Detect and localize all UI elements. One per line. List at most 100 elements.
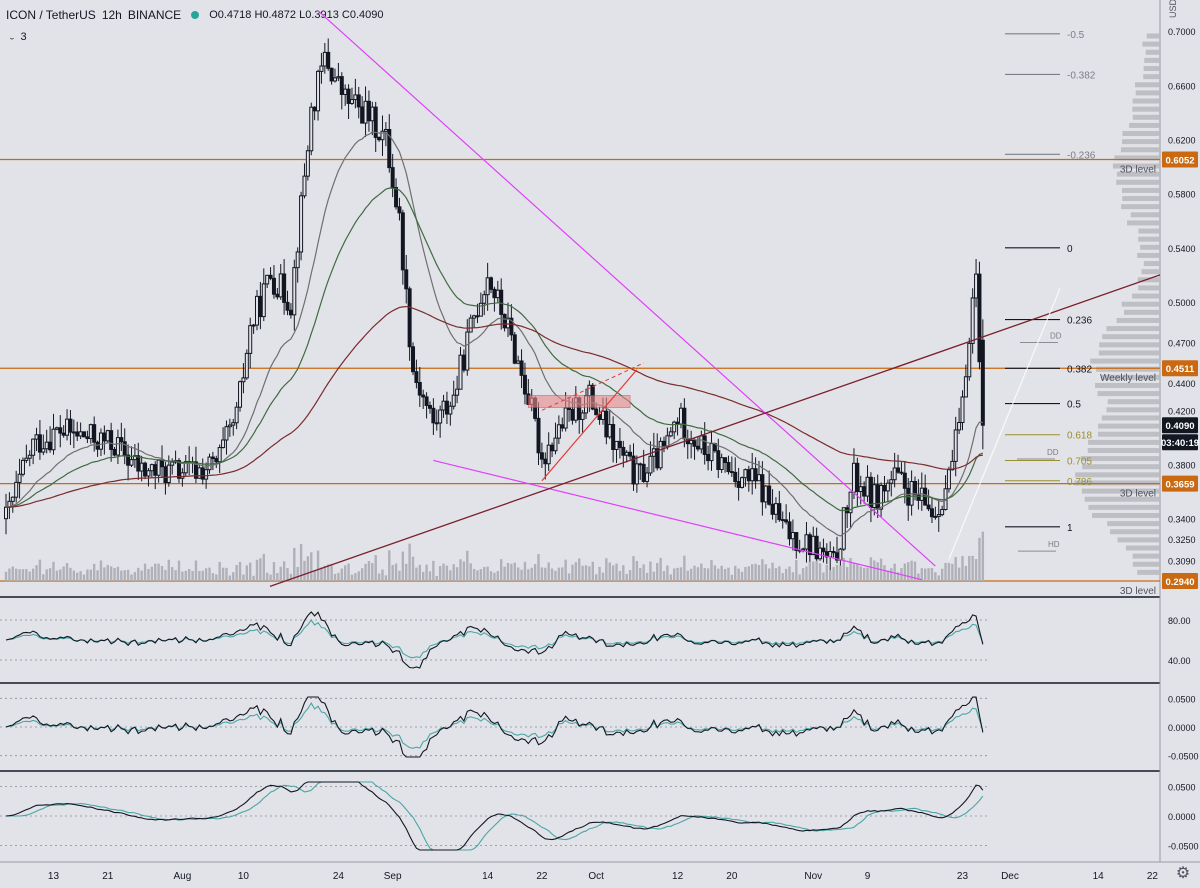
- volume-bar: [42, 574, 45, 581]
- signal-line: [5, 619, 984, 659]
- candle-body: [37, 434, 42, 453]
- volume-bar: [245, 565, 249, 581]
- volume-profile-bar: [1075, 472, 1160, 478]
- candle-body: [183, 461, 188, 474]
- price-tag-label: 0.3659: [1165, 480, 1194, 491]
- volume-profile-bar: [1135, 90, 1160, 96]
- x-tick-label: 13: [48, 871, 60, 882]
- candle-body: [377, 136, 382, 141]
- volume-profile-bar: [1117, 537, 1160, 543]
- volume-profile-bar: [1087, 447, 1160, 453]
- candle-body: [695, 445, 700, 450]
- candle-body: [495, 289, 500, 299]
- y-tick-label: 0.4400: [1168, 379, 1196, 389]
- volume-bar: [69, 567, 72, 581]
- candle-body: [553, 437, 558, 452]
- volume-bar: [795, 559, 798, 581]
- volume-bar: [669, 574, 672, 581]
- volume-profile-bar: [1097, 431, 1160, 437]
- volume-bar: [723, 568, 727, 581]
- volume-bar: [126, 569, 130, 581]
- candle-body: [383, 128, 388, 132]
- volume-bar: [360, 568, 364, 581]
- candle-body: [98, 432, 103, 450]
- y-tick-label: 0.3250: [1168, 535, 1196, 545]
- volume-bar: [367, 561, 371, 581]
- panel-tick-label: -0.0500: [1168, 841, 1199, 851]
- candle-body: [916, 493, 921, 501]
- candle-body: [102, 432, 107, 442]
- volume-bar: [255, 559, 259, 581]
- candle-body: [119, 437, 124, 443]
- indicators-toggle[interactable]: ⌄ 3: [8, 31, 27, 43]
- volume-bar: [160, 566, 164, 581]
- candle-body: [197, 467, 202, 479]
- candle-body: [461, 354, 466, 371]
- volume-bar: [218, 561, 221, 581]
- volume-bar: [371, 562, 374, 581]
- volume-bar: [96, 570, 99, 581]
- candle-body: [726, 462, 731, 473]
- fib-extension-line: [948, 288, 1061, 560]
- volume-bar: [79, 571, 82, 581]
- volume-bar: [432, 560, 435, 581]
- candle-body: [387, 128, 392, 169]
- volume-bar: [520, 569, 523, 581]
- candle-body: [153, 464, 158, 476]
- supply-zone-box: [527, 395, 631, 409]
- volume-bar: [893, 563, 896, 581]
- interval-label[interactable]: 12h: [101, 8, 122, 22]
- price-tag-bg: [1162, 151, 1198, 168]
- volume-bar: [116, 566, 120, 581]
- candle-body: [278, 273, 283, 298]
- candle-body: [638, 463, 643, 466]
- volume-bar: [710, 560, 713, 581]
- y-tick-label: 0.6200: [1168, 135, 1196, 145]
- candle-body: [716, 450, 721, 470]
- candle-body: [539, 452, 544, 460]
- volume-bar: [4, 571, 8, 581]
- candle-body: [180, 472, 185, 479]
- fib-level-label: -0.236: [1067, 150, 1096, 161]
- price-tag-label: 03:40:19: [1161, 438, 1199, 449]
- volume-bar: [812, 561, 815, 581]
- volume-bar: [418, 564, 422, 581]
- volume-bar: [137, 567, 140, 581]
- volume-profile-bar: [1097, 391, 1160, 397]
- ohlc-values: O0.4718 H0.4872 L0.3913 C0.4090: [209, 9, 384, 21]
- volume-bar: [571, 564, 574, 581]
- volume-bar: [462, 561, 466, 581]
- volume-bar: [479, 569, 483, 581]
- volume-bar: [191, 570, 194, 581]
- x-tick-label: 10: [238, 871, 250, 882]
- candle-body: [794, 532, 799, 551]
- candle-body: [417, 382, 422, 396]
- candle-body: [248, 325, 253, 354]
- candle-body: [665, 435, 670, 447]
- volume-bar: [215, 574, 218, 581]
- candle-body: [431, 407, 436, 424]
- volume-bar: [59, 569, 62, 581]
- candle-body: [617, 440, 622, 448]
- candle-body: [366, 100, 371, 122]
- candle-body: [444, 400, 449, 415]
- candle-body: [709, 443, 714, 462]
- volume-bar: [343, 565, 347, 581]
- candle-body: [767, 485, 772, 505]
- candle-body: [485, 277, 490, 296]
- volume-bar: [632, 556, 635, 581]
- volume-bar: [435, 576, 438, 581]
- candle-body: [706, 453, 711, 462]
- volume-bar: [778, 566, 781, 581]
- volume-bar: [374, 555, 377, 581]
- volume-bar: [689, 568, 693, 581]
- candle-body: [312, 106, 317, 112]
- symbol-label[interactable]: ICON / TetherUS: [6, 8, 96, 22]
- volume-bar: [659, 557, 662, 581]
- rising-channel-dashed: [541, 362, 644, 411]
- volume-bar: [757, 565, 761, 581]
- volume-bar: [567, 573, 571, 581]
- gear-icon[interactable]: ⚙: [1175, 865, 1191, 882]
- volume-bar: [25, 569, 28, 581]
